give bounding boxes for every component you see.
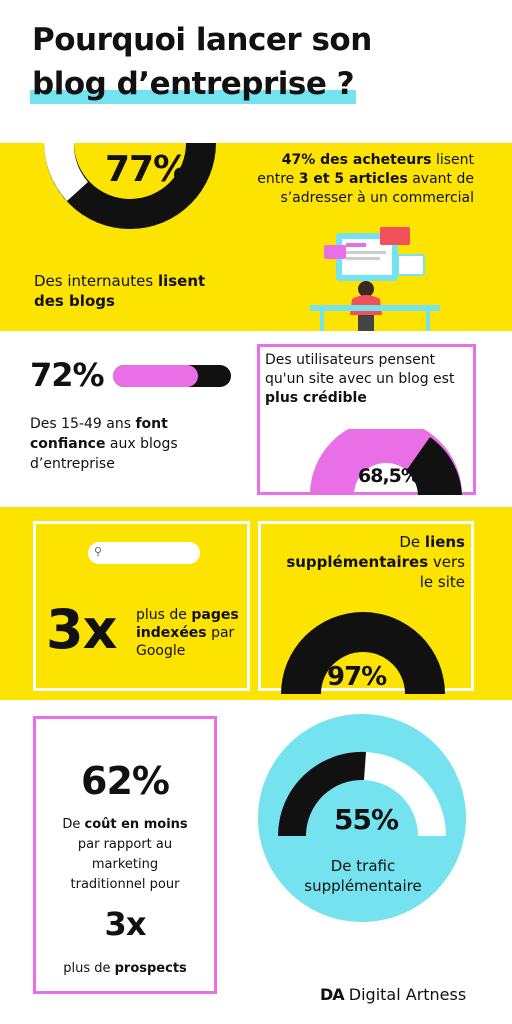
prospects-text: plus de prospects [63, 961, 187, 976]
trust-caption: Des 15-49 ans font confiance aux blogs d… [30, 416, 178, 472]
big-3x: 3x [46, 598, 117, 661]
section-reading-stats: 77% Des internautes lisent des blogs 47%… [0, 143, 512, 331]
search-bar: ⚲ [88, 542, 200, 564]
gauge-97-chart [281, 612, 445, 694]
title-line-1: Pourquoi lancer son [32, 22, 372, 58]
donut-77-chart [44, 143, 216, 229]
traffic-caption: De trafic supplémentaire [304, 857, 422, 895]
percent-72: 72% [30, 356, 105, 394]
cost-text: De coût en moins par rapport au marketin… [62, 817, 188, 892]
traffic-circle-chart [258, 714, 466, 922]
percent-97: 97% [327, 662, 387, 692]
cost-box: 62% De coût en moins par rapport au mark… [33, 716, 217, 994]
gauge-68-chart [310, 429, 462, 495]
person-at-computer-illustration [310, 227, 440, 331]
percent-62: 62% [81, 759, 170, 803]
search-icon: ⚲ [94, 545, 103, 558]
buyers-stat: 47% des acheteurs lisent entre 3 et 5 ar… [257, 152, 474, 206]
title-line-2: blog d’entreprise ? [29, 62, 357, 106]
brand-logo: DA [320, 985, 345, 1004]
section-seo-stats: ⚲ 3x plus de pages indexées par Google D… [0, 507, 512, 700]
brand-name: Digital Artness [348, 985, 467, 1004]
brand: DA Digital Artness [320, 985, 466, 1004]
internautes-caption: Des internautes lisent des blogs [34, 272, 206, 310]
links-box: De liens supplémentaires vers le site 97… [258, 521, 474, 694]
links-text: De liens supplémentaires vers le site [286, 533, 465, 591]
credibility-box: Des utilisateurs pensent qu'un site avec… [257, 344, 476, 495]
big-3x-prospects: 3x [104, 905, 147, 943]
indexed-text: plus de pages indexées par Google [136, 607, 239, 659]
percent-55: 55% [334, 803, 399, 836]
percent-77: 77% [105, 149, 189, 190]
credibility-text: Des utilisateurs pensent qu'un site avec… [265, 352, 455, 406]
bar-72-chart [113, 365, 231, 387]
page-title: Pourquoi lancer son blog d’entreprise ? [29, 18, 372, 106]
percent-68: 68,5% [358, 465, 420, 487]
indexed-pages-box: ⚲ 3x plus de pages indexées par Google [33, 521, 250, 691]
